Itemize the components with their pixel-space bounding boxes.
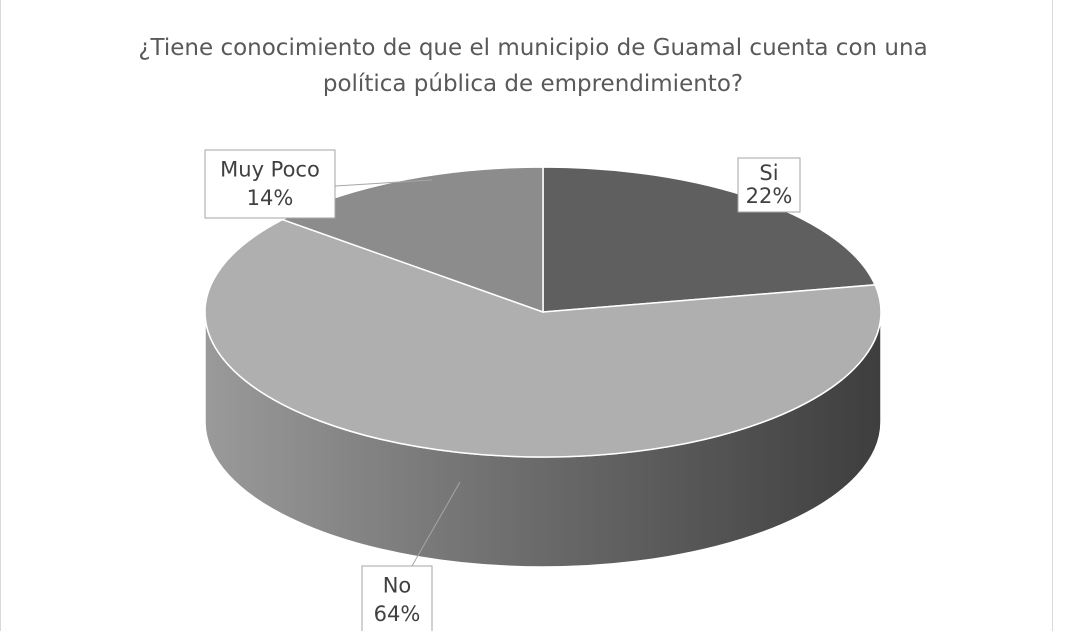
category-label: Si: [759, 161, 778, 185]
category-label: No: [383, 573, 412, 597]
chart-title: ¿Tiene conocimiento de que el municipio …: [138, 35, 928, 97]
value-label: 14%: [247, 186, 294, 210]
label-box: [737, 157, 801, 213]
category-label: Muy Poco: [220, 157, 320, 181]
value-label: 22%: [746, 184, 793, 208]
value-label: 64%: [374, 602, 421, 626]
label-box: [361, 565, 433, 631]
leader-line: [411, 481, 461, 567]
slice: [204, 218, 882, 458]
leader-line: [334, 179, 433, 187]
label-box: [204, 149, 336, 219]
